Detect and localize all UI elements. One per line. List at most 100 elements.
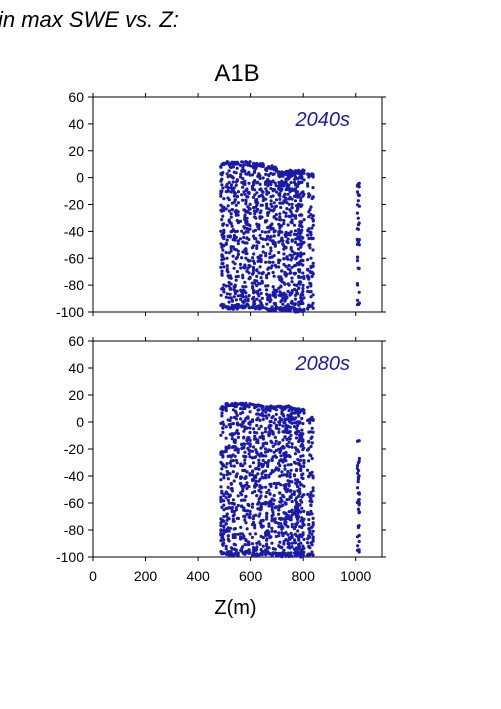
data-point: [280, 470, 284, 474]
data-point: [270, 526, 274, 530]
data-point: [264, 495, 268, 499]
data-point: [301, 422, 305, 426]
data-point: [236, 242, 240, 246]
data-point: [243, 543, 247, 547]
data-point: [242, 288, 246, 292]
data-point: [219, 189, 223, 193]
data-point: [248, 276, 252, 280]
data-point: [244, 455, 248, 459]
data-point: [272, 450, 276, 454]
data-point: [270, 305, 274, 309]
data-point: [241, 176, 245, 181]
data-point: [309, 541, 313, 545]
data-point: [285, 182, 289, 187]
data-point: [219, 421, 223, 425]
data-point: [271, 430, 275, 435]
data-point: [224, 490, 228, 494]
data-point: [241, 292, 245, 297]
data-point: [257, 271, 261, 275]
data-point: [278, 500, 282, 504]
data-point: [259, 446, 263, 450]
data-point: [236, 551, 240, 555]
data-point: [279, 483, 283, 487]
data-point: [252, 170, 257, 174]
data-point: [274, 455, 278, 459]
data-point: [260, 431, 264, 435]
data-point: [286, 424, 290, 428]
data-point: [306, 285, 310, 289]
data-point: [357, 185, 361, 189]
data-point: [286, 539, 290, 543]
data-point: [252, 252, 256, 256]
data-point: [257, 258, 261, 262]
data-point: [294, 481, 298, 485]
data-point: [263, 441, 268, 445]
data-point: [242, 265, 246, 269]
data-point: [251, 461, 256, 465]
data-point: [252, 427, 256, 431]
data-point: [298, 438, 302, 442]
data-point: [243, 217, 247, 222]
data-point: [311, 236, 315, 240]
data-point: [229, 230, 233, 234]
data-point: [301, 522, 305, 526]
data-point: [234, 203, 238, 207]
data-point: [261, 536, 265, 540]
data-point: [239, 266, 243, 270]
data-point: [260, 296, 264, 300]
data-point: [269, 424, 273, 428]
data-point: [248, 512, 252, 516]
data-point: [221, 205, 225, 209]
data-point: [239, 407, 243, 411]
data-point: [245, 512, 249, 517]
data-point: [220, 253, 224, 257]
data-point: [265, 511, 269, 515]
data-point: [257, 467, 261, 471]
data-point: [264, 485, 268, 489]
data-point: [289, 180, 293, 185]
data-point: [252, 291, 256, 295]
data-point: [289, 515, 293, 520]
data-point: [260, 485, 264, 489]
data-point: [222, 230, 226, 234]
data-point: [356, 507, 360, 511]
data-point: [253, 434, 257, 438]
data-point: [298, 193, 302, 197]
data-point: [219, 478, 223, 482]
data-point: [254, 467, 258, 471]
data-point: [300, 534, 304, 539]
data-point: [227, 529, 231, 533]
data-point: [272, 234, 276, 238]
data-point: [284, 235, 288, 239]
data-point: [244, 285, 248, 289]
data-point: [258, 418, 262, 422]
data-point: [286, 308, 290, 312]
data-point: [288, 546, 292, 550]
data-point: [226, 550, 230, 554]
y-tick-label: -60: [64, 495, 84, 511]
data-point: [306, 184, 310, 188]
data-point: [253, 485, 257, 489]
data-point: [310, 470, 314, 474]
data-point: [228, 493, 232, 497]
data-point: [283, 551, 287, 555]
data-point: [244, 295, 248, 299]
data-point: [243, 263, 247, 267]
data-point: [307, 215, 311, 219]
data-point: [296, 429, 300, 433]
data-point: [248, 202, 252, 206]
data-point: [281, 242, 285, 246]
data-point: [259, 490, 263, 494]
data-point: [293, 229, 298, 233]
data-point: [270, 469, 274, 473]
data-point: [241, 276, 245, 280]
data-point: [227, 300, 231, 304]
data-point: [282, 542, 286, 546]
data-point: [293, 177, 297, 181]
data-point: [251, 256, 255, 260]
data-point: [270, 505, 274, 509]
data-point: [220, 258, 224, 262]
data-point: [221, 455, 225, 459]
x-tick-label: 800: [292, 568, 316, 584]
data-point: [239, 423, 243, 427]
